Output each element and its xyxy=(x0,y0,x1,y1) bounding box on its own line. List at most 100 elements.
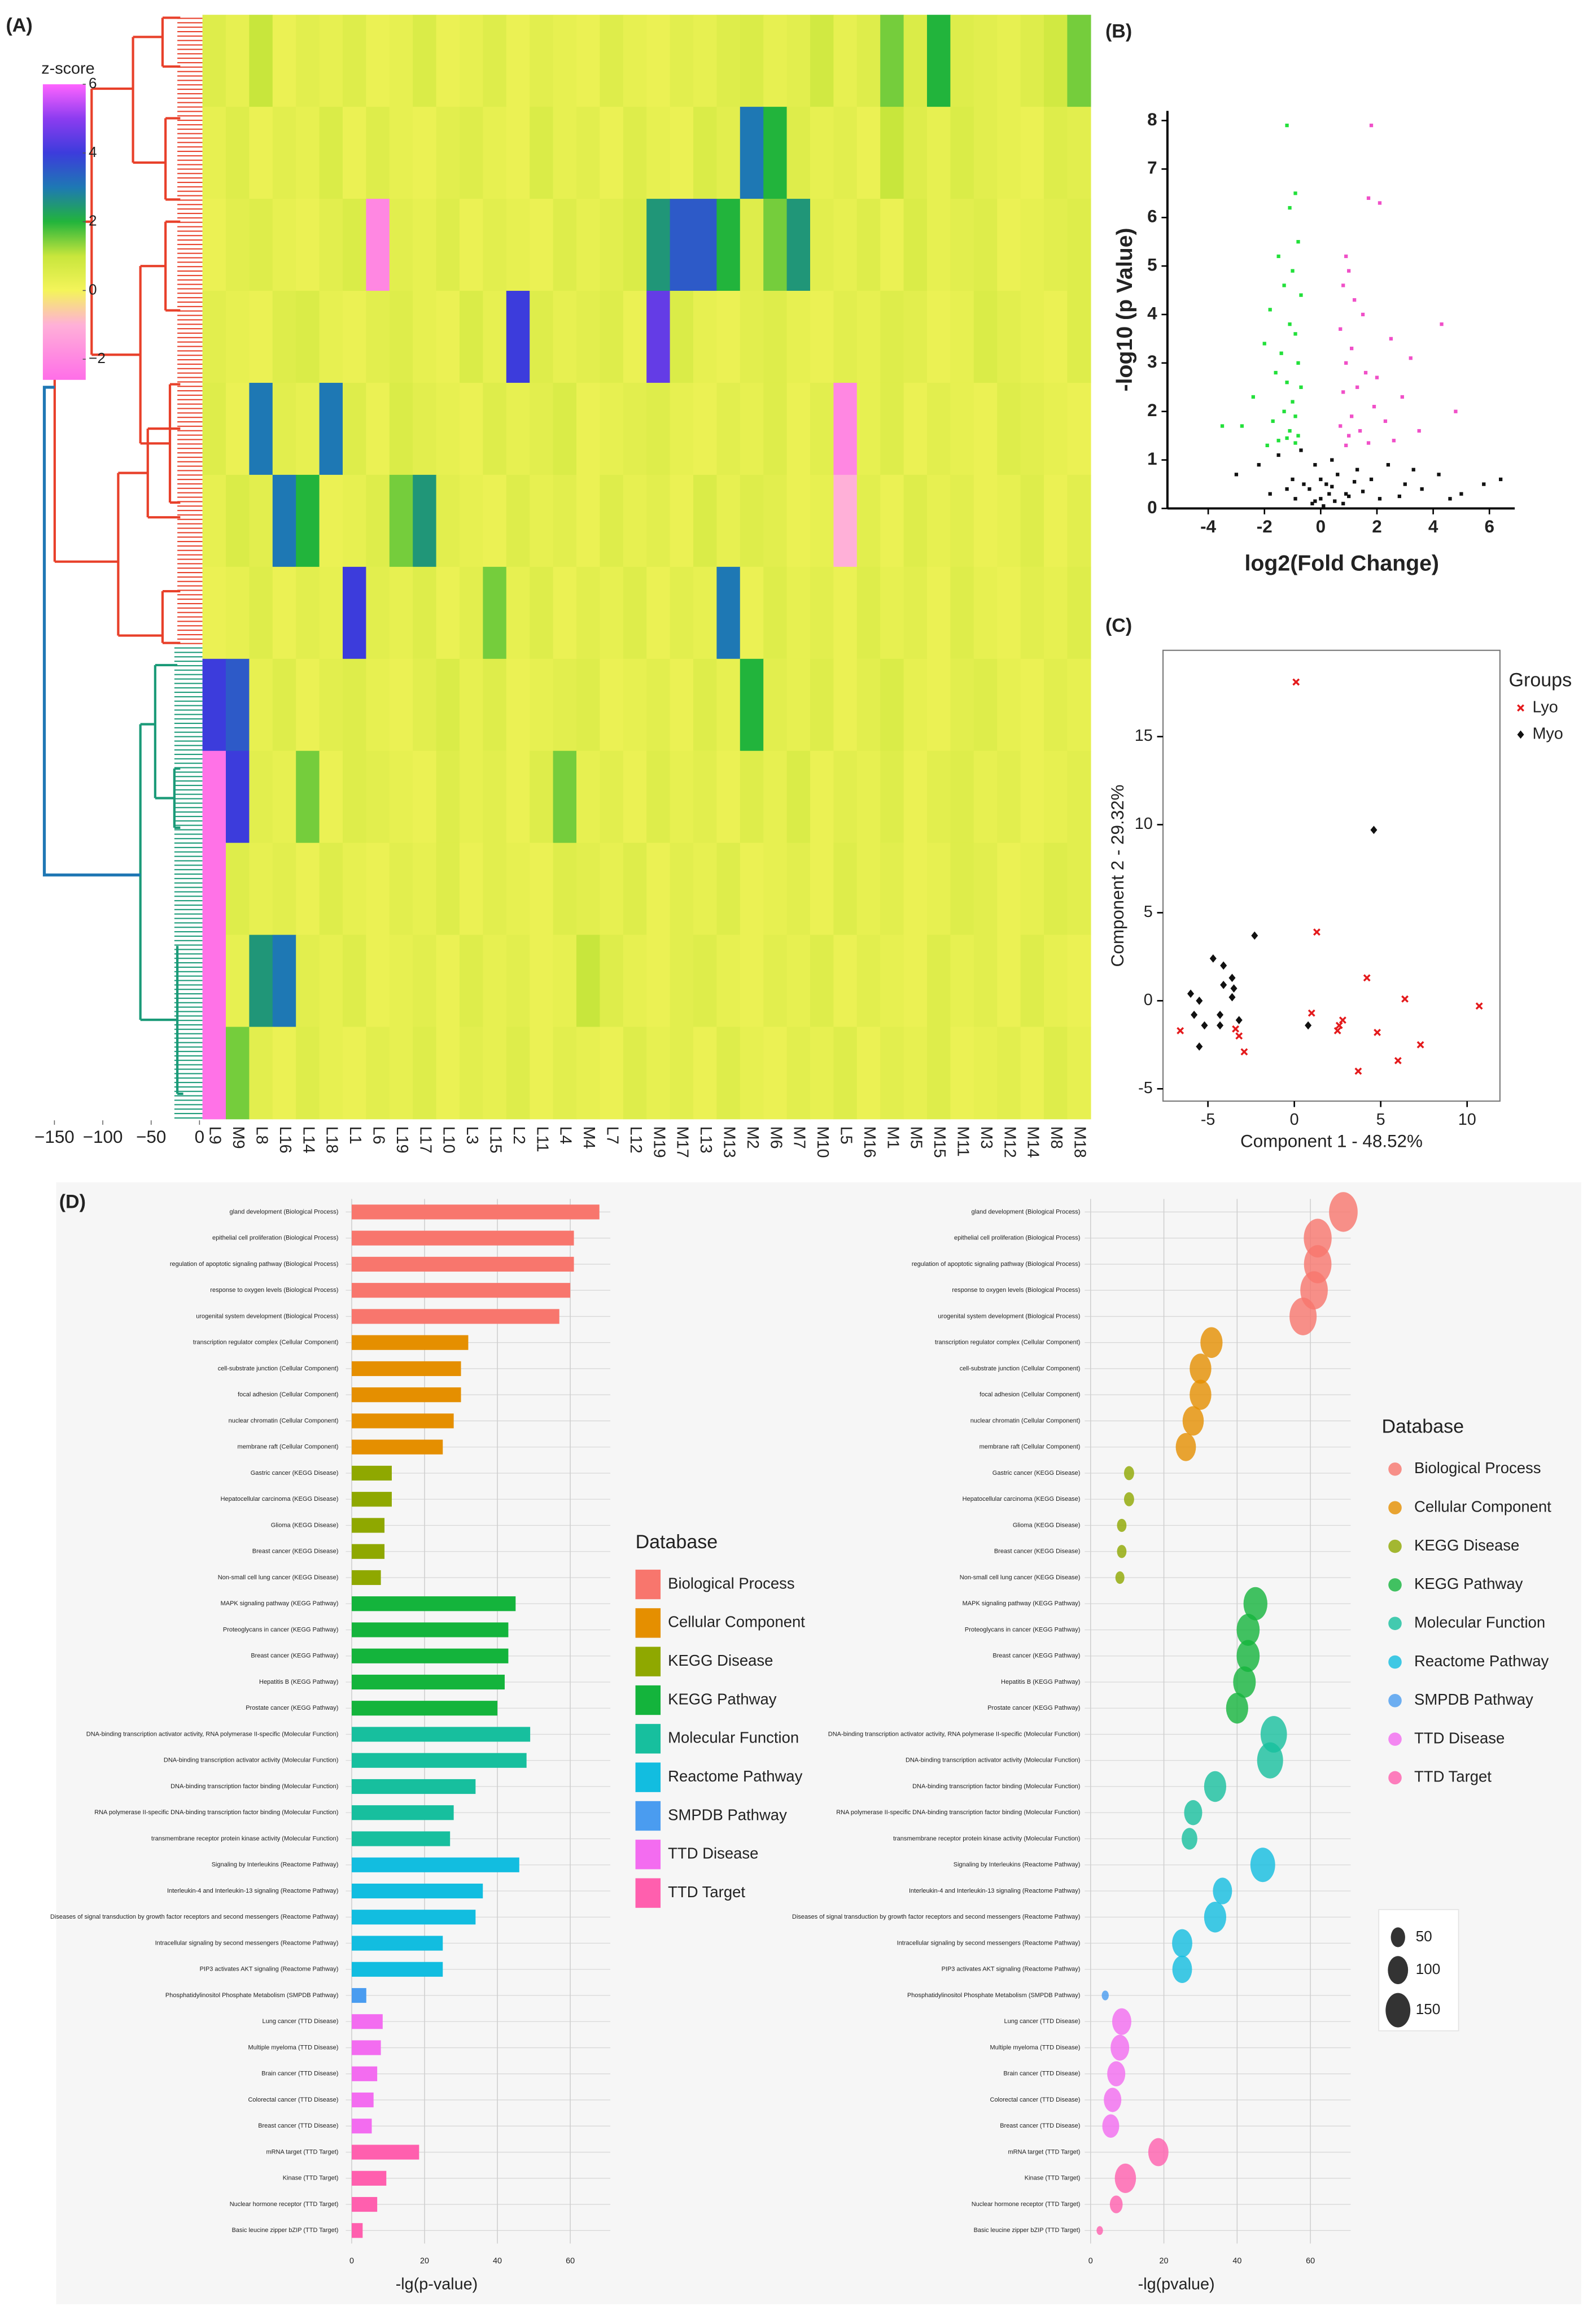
heatmap-cell xyxy=(366,107,390,199)
heatmap-cell xyxy=(856,566,881,660)
category-label: cell-substrate junction (Cellular Compon… xyxy=(218,1365,339,1372)
dendrogram xyxy=(42,15,203,1119)
category-label: DNA-binding transcription activator acti… xyxy=(828,1731,1081,1737)
point xyxy=(1296,434,1300,438)
bar xyxy=(351,2196,378,2212)
heatmap-cell xyxy=(506,199,530,291)
heatmap-cell xyxy=(530,842,554,936)
bubble xyxy=(1204,1771,1227,1802)
category-label: Nuclear hormone receptor (TTD Target) xyxy=(972,2201,1081,2208)
bar xyxy=(351,1857,519,1872)
legend-label: Reactome Pathway xyxy=(668,1767,802,1785)
heatmap-cell xyxy=(600,750,624,844)
x-tick-label: 40 xyxy=(493,2257,502,2266)
heatmap-cell xyxy=(926,842,951,936)
heatmap-cell xyxy=(623,474,647,567)
heatmap-cell xyxy=(856,750,881,844)
heatmap-cell xyxy=(903,199,928,291)
point xyxy=(1403,482,1407,486)
category-label: RNA polymerase II-specific DNA-binding t… xyxy=(836,1809,1080,1816)
point xyxy=(1319,477,1323,482)
heatmap-cell xyxy=(646,750,671,844)
heatmap-cell xyxy=(366,750,390,844)
point xyxy=(1220,424,1225,428)
heatmap-cell xyxy=(1043,658,1068,752)
heatmap-cell xyxy=(786,199,811,291)
category-label: gland development (Biological Process) xyxy=(972,1208,1081,1215)
heatmap-cell xyxy=(296,566,320,660)
heatmap-cell xyxy=(296,934,320,1028)
point xyxy=(1350,414,1354,418)
bar xyxy=(351,1988,366,2003)
heatmap-cell xyxy=(296,382,320,475)
category-label: nuclear chromatin (Cellular Component) xyxy=(970,1417,1081,1424)
category-label: DNA-binding transcription factor binding… xyxy=(170,1783,338,1790)
legend-label: Reactome Pathway xyxy=(1414,1652,1549,1670)
heatmap-cell xyxy=(646,291,671,383)
heatmap-cell xyxy=(576,291,601,383)
legend-swatch xyxy=(1388,1694,1402,1707)
heatmap-cell xyxy=(880,842,904,936)
heatmap-cell xyxy=(646,199,671,291)
heatmap-cell xyxy=(319,15,343,107)
category-label: mRNA target (TTD Target) xyxy=(266,2148,338,2155)
heatmap-cell xyxy=(460,750,484,844)
heatmap-cell xyxy=(460,199,484,291)
column-label: M5 xyxy=(907,1126,925,1149)
heatmap-cell xyxy=(319,658,343,752)
heatmap-cell xyxy=(1043,934,1068,1028)
heatmap-cell xyxy=(1020,199,1044,291)
point xyxy=(1251,395,1255,399)
category-label: nuclear chromatin (Cellular Component) xyxy=(229,1417,339,1424)
x-tick-label: 0 xyxy=(1316,517,1326,536)
point xyxy=(1330,484,1334,488)
heatmap-cell xyxy=(623,199,647,291)
bubble xyxy=(1204,1902,1227,1933)
heatmap-cell xyxy=(460,291,484,383)
legend-label: Myo xyxy=(1532,725,1563,743)
heatmap-cell xyxy=(1067,658,1091,752)
heatmap-cell xyxy=(973,107,998,199)
category-label: regulation of apoptotic signaling pathwa… xyxy=(170,1261,339,1268)
point xyxy=(1361,312,1365,317)
heatmap-cell xyxy=(740,199,764,291)
legend-swatch xyxy=(1388,1655,1402,1669)
bar xyxy=(351,2014,383,2029)
x-tick-label: 10 xyxy=(1458,1111,1476,1129)
heatmap-cell xyxy=(389,750,413,844)
heatmap-cell xyxy=(460,658,484,752)
bar xyxy=(351,2223,363,2238)
bubble xyxy=(1190,1379,1212,1410)
column-label: M12 xyxy=(1000,1126,1018,1158)
category-label: Multiple myeloma (TTD Disease) xyxy=(248,2044,339,2051)
column-label: M6 xyxy=(767,1126,785,1149)
heatmap-cell xyxy=(903,658,928,752)
heatmap-cell xyxy=(1043,474,1068,567)
bubble xyxy=(1107,2061,1126,2087)
bar xyxy=(351,1309,559,1324)
point xyxy=(1228,973,1236,982)
dendrogram-leaves xyxy=(177,15,203,646)
y-tick-label: -5 xyxy=(1138,1079,1153,1097)
heatmap-cell xyxy=(366,566,390,660)
heatmap-cell xyxy=(319,1027,343,1120)
category-label: epithelial cell proliferation (Biologica… xyxy=(954,1235,1080,1242)
heatmap-cell xyxy=(553,658,577,752)
heatmap-cell xyxy=(530,474,554,567)
heatmap-cell xyxy=(343,566,367,660)
category-label: response to oxygen levels (Biological Pr… xyxy=(952,1287,1080,1294)
point xyxy=(1217,1021,1224,1030)
heatmap-cell xyxy=(576,658,601,752)
bar xyxy=(351,1256,574,1272)
panel-d-background xyxy=(56,1182,1581,2304)
heatmap-cell xyxy=(926,199,951,291)
point xyxy=(1437,473,1441,477)
colorbar-tick-label: −2 xyxy=(89,350,106,366)
category-label: urogenital system development (Biologica… xyxy=(938,1313,1080,1320)
dendrogram-branch xyxy=(53,16,181,644)
heatmap-cell xyxy=(997,566,1021,660)
category-label: Diseases of signal transduction by growt… xyxy=(50,1914,338,1920)
heatmap-cell xyxy=(833,291,858,383)
column-label: L17 xyxy=(416,1126,434,1154)
x-axis-title: Component 1 - 48.52% xyxy=(1240,1132,1423,1151)
